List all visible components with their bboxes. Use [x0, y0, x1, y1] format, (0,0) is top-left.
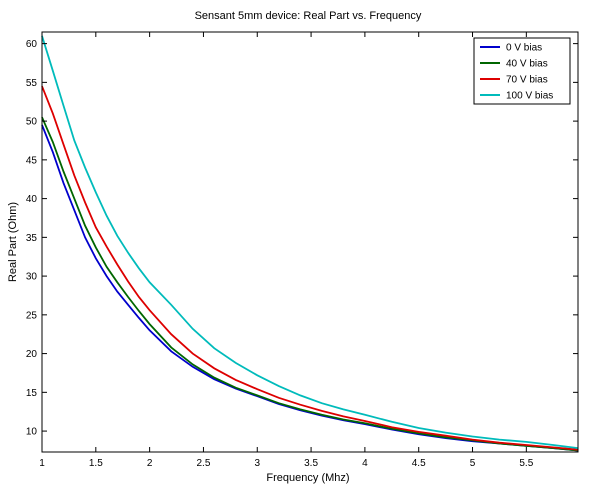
x-tick-label: 1 — [39, 458, 45, 469]
x-axis-label: Frequency (Mhz) — [266, 472, 349, 484]
y-tick-label: 60 — [26, 39, 38, 50]
y-tick-label: 15 — [26, 388, 38, 399]
x-tick-label: 1.5 — [89, 458, 103, 469]
y-tick-label: 25 — [26, 310, 38, 321]
x-tick-label: 2.5 — [196, 458, 210, 469]
series-line-4 — [41, 35, 579, 449]
y-tick-label: 10 — [26, 427, 38, 438]
x-tick-label: 3 — [254, 458, 260, 469]
y-tick-label: 20 — [26, 349, 38, 360]
plot-frame — [41, 31, 579, 453]
y-tick-label: 30 — [26, 272, 38, 283]
x-tick-label: 4 — [362, 458, 368, 469]
y-tick-label: 35 — [26, 233, 38, 244]
y-tick-label: 45 — [26, 155, 38, 166]
x-tick-label: 5 — [470, 458, 476, 469]
x-tick-label: 2 — [147, 458, 153, 469]
axis-ticks: 1 1.5 2 2.5 3 3.5 4 4.5 5 5.5 10 15 20 25 30 35 40 45 50 55… — [26, 32, 578, 469]
y-axis-label: Real Part (Ohm) — [7, 202, 19, 282]
y-tick-label: 50 — [26, 117, 38, 128]
legend-label: 100 V bias — [506, 91, 553, 102]
legend-label: 0 V bias — [506, 43, 542, 54]
series-line-3 — [41, 85, 579, 451]
y-tick-label: 40 — [26, 194, 38, 205]
x-tick-label: 4.5 — [412, 458, 426, 469]
legend: 0 V bias 40 V bias 70 V bias 100 V bias — [473, 37, 571, 105]
chart-title: Sensant 5mm device: Real Part vs. Freque… — [195, 10, 422, 22]
x-tick-label: 5.5 — [519, 458, 533, 469]
legend-box — [473, 37, 571, 105]
legend-label: 40 V bias — [506, 59, 548, 70]
plot-lines — [41, 35, 579, 452]
x-tick-label: 3.5 — [304, 458, 318, 469]
legend-label: 70 V bias — [506, 75, 548, 86]
y-tick-label: 55 — [26, 78, 38, 89]
series-line-2 — [41, 116, 579, 452]
